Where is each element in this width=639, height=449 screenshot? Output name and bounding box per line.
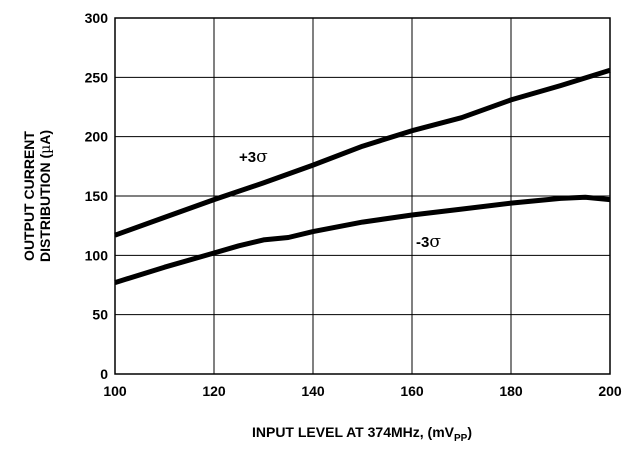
y-axis-title: OUTPUT CURRENT DISTRIBUTION (µA)	[21, 130, 54, 262]
x-tick-label: 180	[499, 383, 523, 399]
y-axis-title-line2: DISTRIBUTION (µA)	[37, 130, 54, 262]
y-tick-label: 100	[85, 247, 109, 263]
y-tick-label: 150	[85, 188, 109, 204]
x-tick-label: 140	[301, 383, 325, 399]
y-axis-title-line1: OUTPUT CURRENT	[21, 131, 37, 261]
x-tick-label: 200	[598, 383, 622, 399]
y-tick-label: 0	[100, 366, 108, 382]
series-label-minus3sigma: -3σ	[416, 232, 441, 252]
plot-area	[114, 67, 611, 285]
grid	[114, 17, 611, 375]
series-label-plus3sigma: +3σ	[239, 147, 268, 167]
plot-frame	[114, 17, 611, 375]
series-line-0	[114, 67, 611, 238]
series-line-1	[114, 194, 611, 285]
x-tick-label: 100	[103, 383, 127, 399]
y-tick-label: 50	[92, 307, 108, 323]
x-tick-label: 120	[202, 383, 226, 399]
y-tick-label: 200	[85, 129, 109, 145]
y-tick-label: 250	[85, 69, 109, 85]
y-axis-ticks: 0 50 100 150 200 250 300	[85, 10, 109, 382]
x-tick-label: 160	[400, 383, 424, 399]
x-axis-title: INPUT LEVEL AT 374MHz, (mVPP)	[252, 424, 472, 444]
y-tick-label: 300	[85, 10, 109, 26]
x-axis-ticks: 100 120 140 160 180 200	[103, 383, 622, 399]
